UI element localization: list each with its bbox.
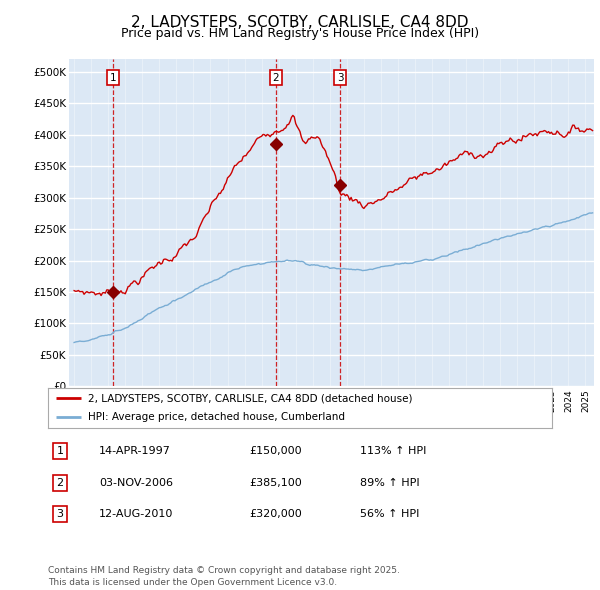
Text: 113% ↑ HPI: 113% ↑ HPI: [360, 447, 427, 456]
Text: 3: 3: [337, 73, 344, 83]
Text: £385,100: £385,100: [249, 478, 302, 487]
Text: Contains HM Land Registry data © Crown copyright and database right 2025.
This d: Contains HM Land Registry data © Crown c…: [48, 566, 400, 587]
Text: 2: 2: [56, 478, 64, 487]
Text: 12-AUG-2010: 12-AUG-2010: [99, 509, 173, 519]
Text: 1: 1: [56, 447, 64, 456]
Text: 2, LADYSTEPS, SCOTBY, CARLISLE, CA4 8DD: 2, LADYSTEPS, SCOTBY, CARLISLE, CA4 8DD: [131, 15, 469, 30]
Text: 89% ↑ HPI: 89% ↑ HPI: [360, 478, 419, 487]
Text: 03-NOV-2006: 03-NOV-2006: [99, 478, 173, 487]
Text: HPI: Average price, detached house, Cumberland: HPI: Average price, detached house, Cumb…: [88, 412, 346, 422]
Text: £320,000: £320,000: [249, 509, 302, 519]
Text: 2, LADYSTEPS, SCOTBY, CARLISLE, CA4 8DD (detached house): 2, LADYSTEPS, SCOTBY, CARLISLE, CA4 8DD …: [88, 394, 413, 404]
Text: 56% ↑ HPI: 56% ↑ HPI: [360, 509, 419, 519]
Text: 2: 2: [272, 73, 279, 83]
Text: 1: 1: [110, 73, 116, 83]
Text: 3: 3: [56, 509, 64, 519]
Text: 14-APR-1997: 14-APR-1997: [99, 447, 171, 456]
Text: Price paid vs. HM Land Registry's House Price Index (HPI): Price paid vs. HM Land Registry's House …: [121, 27, 479, 40]
Text: £150,000: £150,000: [249, 447, 302, 456]
